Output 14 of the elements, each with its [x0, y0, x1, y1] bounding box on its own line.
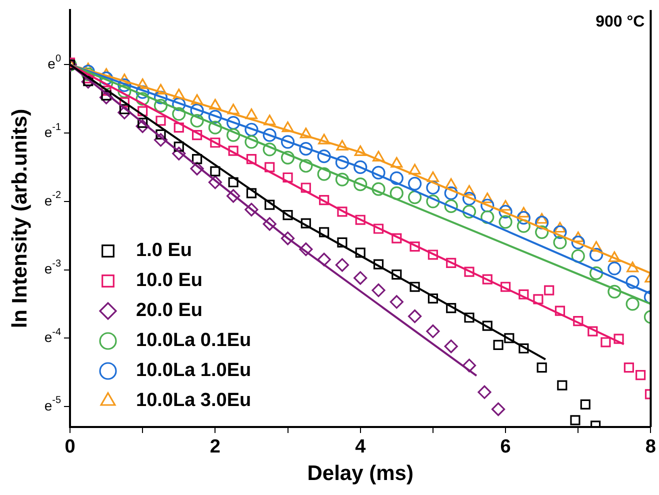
- annotation: 900 °C: [596, 13, 646, 30]
- legend-label: 10.0La 3.0Eu: [136, 390, 252, 412]
- x-tick-label: 6: [500, 436, 511, 458]
- x-axis-title: Delay (ms): [307, 462, 414, 486]
- x-tick-label: 2: [210, 436, 220, 458]
- y-axis-title: ln Intensity (arb.units): [8, 108, 32, 328]
- x-tick-label: 8: [645, 436, 656, 458]
- legend-label: 1.0 Eu: [136, 240, 192, 262]
- x-tick-label: 4: [355, 436, 366, 458]
- legend-label: 10.0 Eu: [136, 270, 203, 292]
- legend-label: 20.0 Eu: [136, 300, 203, 322]
- legend-label: 10.0La 1.0Eu: [136, 360, 252, 382]
- x-tick-label: 0: [64, 436, 76, 458]
- legend-label: 10.0La 0.1Eu: [136, 330, 252, 352]
